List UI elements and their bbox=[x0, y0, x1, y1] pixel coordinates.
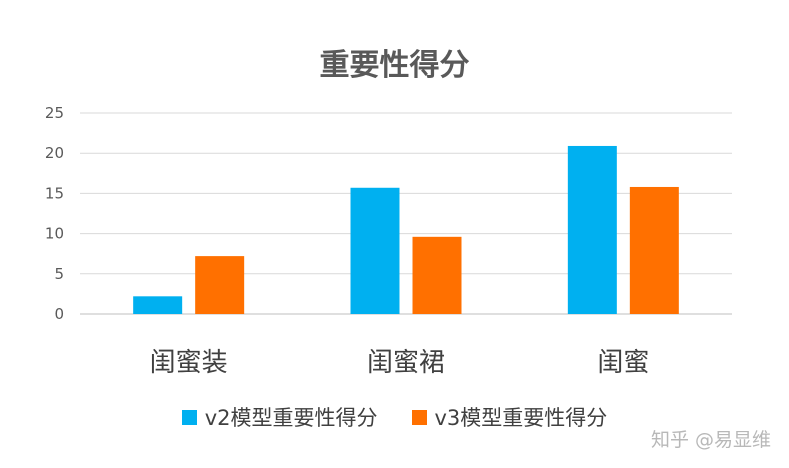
bar-s1-c3 bbox=[567, 145, 617, 314]
y-tick-label-15: 15 bbox=[45, 184, 64, 202]
legend-swatch-v3 bbox=[411, 409, 427, 425]
legend-item-v3[interactable]: v3模型重要性得分 bbox=[411, 402, 608, 432]
legend-label-v3: v3模型重要性得分 bbox=[434, 406, 608, 430]
legend: v2模型重要性得分 v3模型重要性得分 bbox=[0, 402, 789, 432]
chart-title: 重要性得分 bbox=[319, 48, 470, 83]
bar-chart: 0 5 10 15 20 25 闺蜜装 闺蜜裙 闺蜜 bbox=[45, 104, 732, 378]
y-tick-label-10: 10 bbox=[45, 225, 64, 243]
bar-s2-c1 bbox=[195, 256, 245, 314]
bar-s1-c1 bbox=[133, 296, 183, 314]
y-tick-label-5: 5 bbox=[54, 265, 64, 283]
y-tick-label-25: 25 bbox=[45, 104, 64, 122]
legend-label-v2: v2模型重要性得分 bbox=[204, 406, 378, 430]
legend-item-v2[interactable]: v2模型重要性得分 bbox=[181, 402, 378, 432]
bar-s2-c2 bbox=[412, 236, 462, 314]
x-category-label-1: 闺蜜装 bbox=[150, 348, 228, 378]
y-tick-label-20: 20 bbox=[45, 144, 64, 162]
bar-s1-c2 bbox=[350, 187, 400, 314]
x-category-label-3: 闺蜜 bbox=[597, 348, 649, 378]
bar-s2-c3 bbox=[629, 186, 679, 314]
legend-swatch-v2 bbox=[181, 409, 197, 425]
x-category-label-2: 闺蜜裙 bbox=[367, 348, 445, 378]
y-tick-label-0: 0 bbox=[54, 305, 64, 323]
watermark: 知乎 @易显维 bbox=[650, 429, 771, 451]
